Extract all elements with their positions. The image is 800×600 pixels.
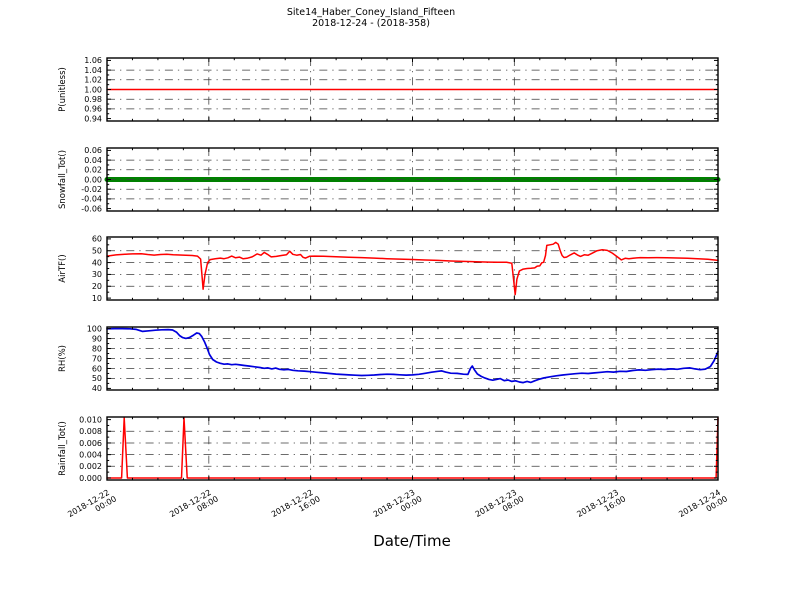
- x-tick-label: 2018-12-2208:00: [168, 486, 220, 526]
- y-tick-label: 0.006: [79, 439, 102, 448]
- svg-text:2018-12-2308:00: 2018-12-2308:00: [474, 486, 526, 526]
- y-tick-label: 90: [92, 334, 102, 343]
- panel-frame: [106, 416, 719, 481]
- x-tick-label: 2018-12-2216:00: [270, 486, 322, 526]
- y-tick-label: 1.04: [84, 66, 102, 75]
- panel-rainfall: 0.010 0.008 0.006 0.004 0.002 0.000 Rainfall_T…: [58, 415, 719, 483]
- y-tick-label: 40: [92, 258, 102, 267]
- x-tick-label: 2018-12-2316:00: [575, 486, 627, 526]
- svg-text:2018-12-2216:00: 2018-12-2216:00: [270, 486, 322, 526]
- chart-subtitle: 2018-12-24 - (2018-358): [312, 18, 430, 29]
- RH-series: [106, 327, 719, 384]
- AirTF-series: [106, 241, 719, 296]
- y-tick-label: 0.04: [84, 156, 102, 165]
- y-axis-label-rh: RH(%): [58, 345, 68, 372]
- svg-text:2018-12-2208:00: 2018-12-2208:00: [168, 486, 220, 526]
- y-tick-label: 1.02: [84, 76, 102, 85]
- y-tick-label: 0.06: [84, 146, 102, 155]
- x-tick-label: 2018-12-2308:00: [474, 486, 526, 526]
- svg-text:2018-12-2300:00: 2018-12-2300:00: [372, 486, 424, 526]
- panel-airtf: 60 50 40 30 20 10 AirTF(): [58, 235, 719, 303]
- y-tick-label: -0.04: [81, 195, 102, 204]
- y-tick-label: 1.06: [84, 56, 102, 65]
- x-tick-label: 2018-12-2400:00: [677, 486, 729, 526]
- y-tick-label: 100: [87, 324, 102, 333]
- svg-text:2018-12-2400:00: 2018-12-2400:00: [677, 486, 729, 526]
- panel-frame: [106, 236, 719, 301]
- y-tick-label: 0.004: [79, 450, 102, 459]
- svg-text:2018-12-2200:00: 2018-12-2200:00: [66, 486, 118, 526]
- y-axis-label-airtf: AirTF(): [58, 254, 68, 282]
- chart-title: Site14_Haber_Coney_Island_Fifteen: [286, 7, 456, 18]
- y-tick-label: 0.002: [79, 462, 102, 471]
- x-tick-label: 2018-12-2300:00: [372, 486, 424, 526]
- y-tick-label: 70: [92, 354, 102, 363]
- y-tick-label: 30: [92, 270, 102, 279]
- y-tick-label: 0.02: [84, 166, 102, 175]
- y-tick-label: 80: [92, 344, 102, 353]
- y-tick-label: 0.00: [84, 175, 102, 184]
- x-axis-title: Date/Time: [373, 532, 451, 550]
- y-tick-label: 10: [92, 294, 102, 303]
- y-tick-label: 0.94: [84, 114, 102, 123]
- x-tick-label: 2018-12-2200:00: [66, 486, 118, 526]
- svg-text:2018-12-2316:00: 2018-12-2316:00: [575, 486, 627, 526]
- panel-pressure: 1.061.041.021.000.980.960.94 P(unitless): [58, 56, 719, 123]
- y-tick-label: 20: [92, 282, 102, 291]
- y-tick-label: 0.008: [79, 427, 102, 436]
- y-tick-label: -0.02: [81, 185, 102, 194]
- y-tick-label: 0.010: [79, 415, 102, 424]
- y-axis-label-rainfall: Rainfall_Tot(): [58, 421, 68, 476]
- y-tick-label: 50: [92, 247, 102, 256]
- y-tick-label: -0.06: [81, 204, 102, 213]
- y-tick-label: 1.00: [84, 85, 102, 94]
- y-tick-label: 60: [92, 235, 102, 244]
- y-tick-label: 60: [92, 364, 102, 373]
- panel-snowfall: 0.060.040.020.00-0.02-0.04-0.06 Snowfall_…: [58, 146, 721, 213]
- y-tick-label: 0.98: [84, 95, 102, 104]
- y-tick-label: 40: [92, 384, 102, 393]
- panel-frame: [106, 326, 719, 391]
- y-axis-label-snowfall: Snowfall_Tot(): [58, 150, 68, 209]
- y-axis-label-pressure: P(unitless): [58, 67, 68, 112]
- y-tick-label: 0.000: [79, 474, 102, 483]
- y-tick-label: 0.96: [84, 105, 102, 114]
- y-tick-label: 50: [92, 374, 102, 383]
